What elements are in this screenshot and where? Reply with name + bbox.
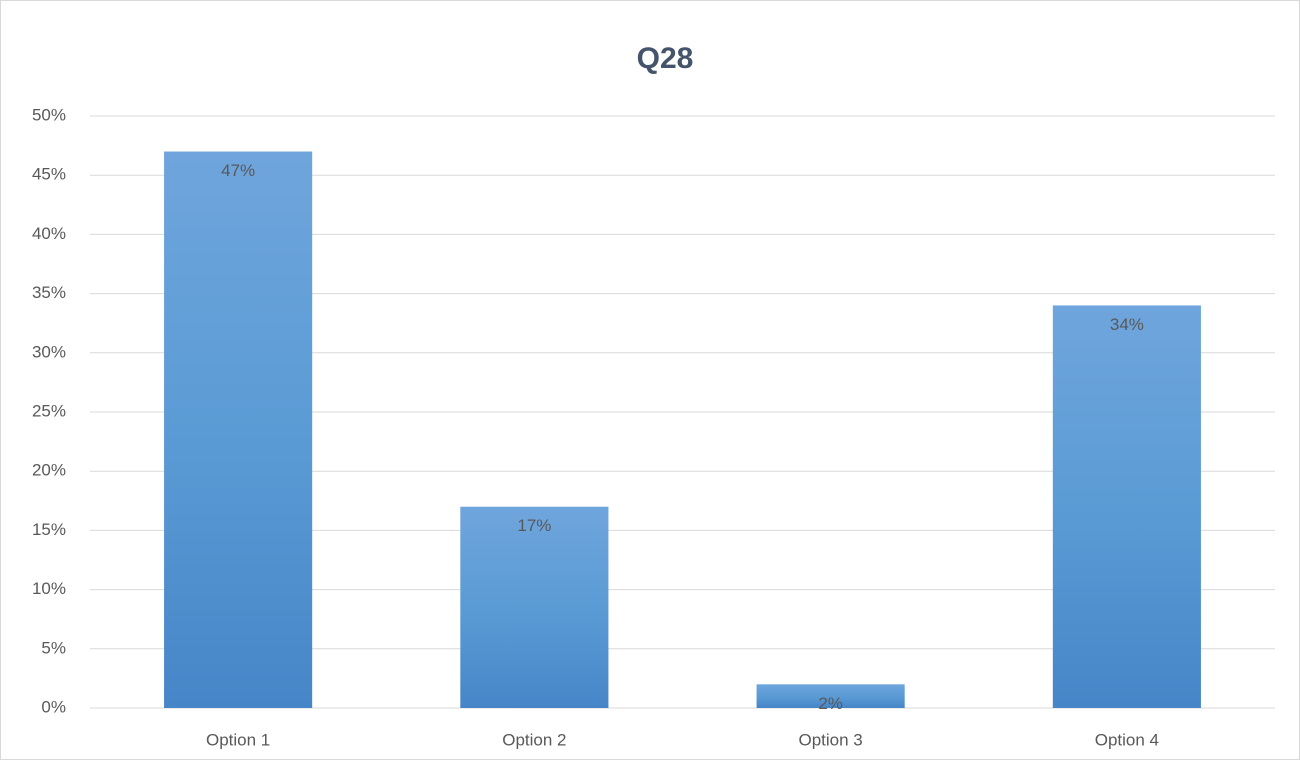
data-label: 47% [221,161,255,180]
x-tick-label: Option 4 [1095,730,1159,749]
y-tick-label: 50% [32,105,66,124]
y-tick-label: 0% [41,697,66,716]
x-tick-label: Option 3 [798,730,862,749]
y-tick-label: 10% [32,579,66,598]
y-tick-label: 20% [32,461,66,480]
bar [460,506,609,708]
y-tick-label: 30% [32,342,66,361]
y-tick-label: 5% [41,638,66,657]
bar [164,151,313,708]
x-tick-label: Option 2 [502,730,566,749]
chart-title: Q28 [637,42,694,75]
bar [756,684,905,708]
x-tick-label: Option 1 [206,730,270,749]
bar [1052,305,1201,708]
data-label: 17% [517,516,551,535]
y-tick-label: 25% [32,401,66,420]
data-label: 2% [818,694,843,713]
data-label: 34% [1110,315,1144,334]
y-tick-label: 45% [32,165,66,184]
y-tick-label: 40% [32,224,66,243]
y-tick-label: 35% [32,283,66,302]
y-tick-label: 15% [32,520,66,539]
